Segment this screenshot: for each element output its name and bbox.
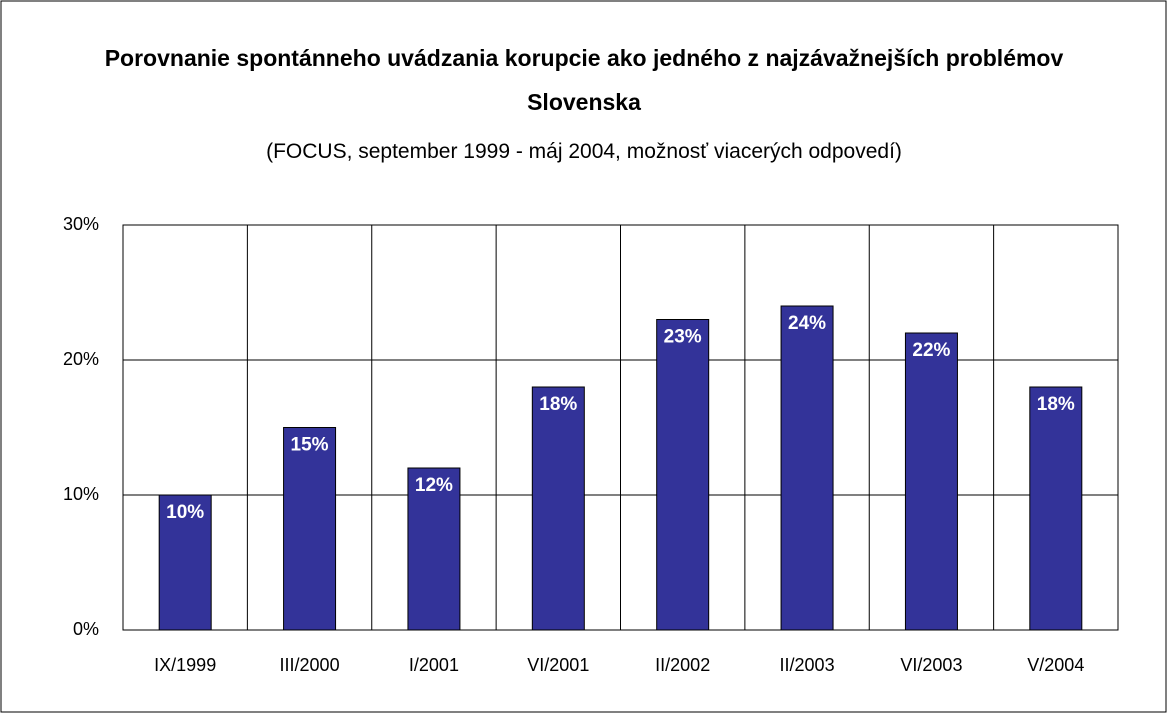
data-label: 18%: [1037, 394, 1075, 415]
y-tick-label: 0%: [73, 619, 99, 639]
x-tick-label: IX/1999: [154, 655, 216, 675]
y-tick-label: 30%: [63, 214, 99, 234]
x-tick-label: VI/2003: [900, 655, 962, 675]
data-label: 22%: [912, 340, 950, 361]
x-tick-label: V/2004: [1027, 655, 1084, 675]
bar: [1029, 386, 1083, 631]
bar: [656, 319, 710, 631]
data-label: 15%: [291, 435, 329, 456]
data-label: 12%: [415, 475, 453, 496]
bar: [158, 494, 212, 631]
y-tick-label: 20%: [63, 349, 99, 369]
chart-subtitle: (FOCUS, september 1999 - máj 2004, možno…: [266, 140, 902, 163]
data-label: 18%: [539, 394, 577, 415]
x-tick-label: II/2003: [780, 655, 835, 675]
y-tick-label: 10%: [63, 484, 99, 504]
chart-title: Porovnanie spontánneho uvádzania korupci…: [104, 45, 1064, 115]
x-tick-label: I/2001: [409, 655, 459, 675]
bar: [407, 467, 461, 631]
x-tick-label: III/2000: [280, 655, 340, 675]
bar: [904, 332, 958, 631]
x-tick-label: VI/2001: [527, 655, 589, 675]
bar: [780, 305, 834, 631]
data-label: 24%: [788, 313, 826, 334]
x-tick-label: II/2002: [655, 655, 710, 675]
bar: [531, 386, 585, 631]
data-label: 10%: [166, 502, 204, 523]
data-label: 23%: [664, 327, 702, 348]
bar: [283, 427, 337, 631]
